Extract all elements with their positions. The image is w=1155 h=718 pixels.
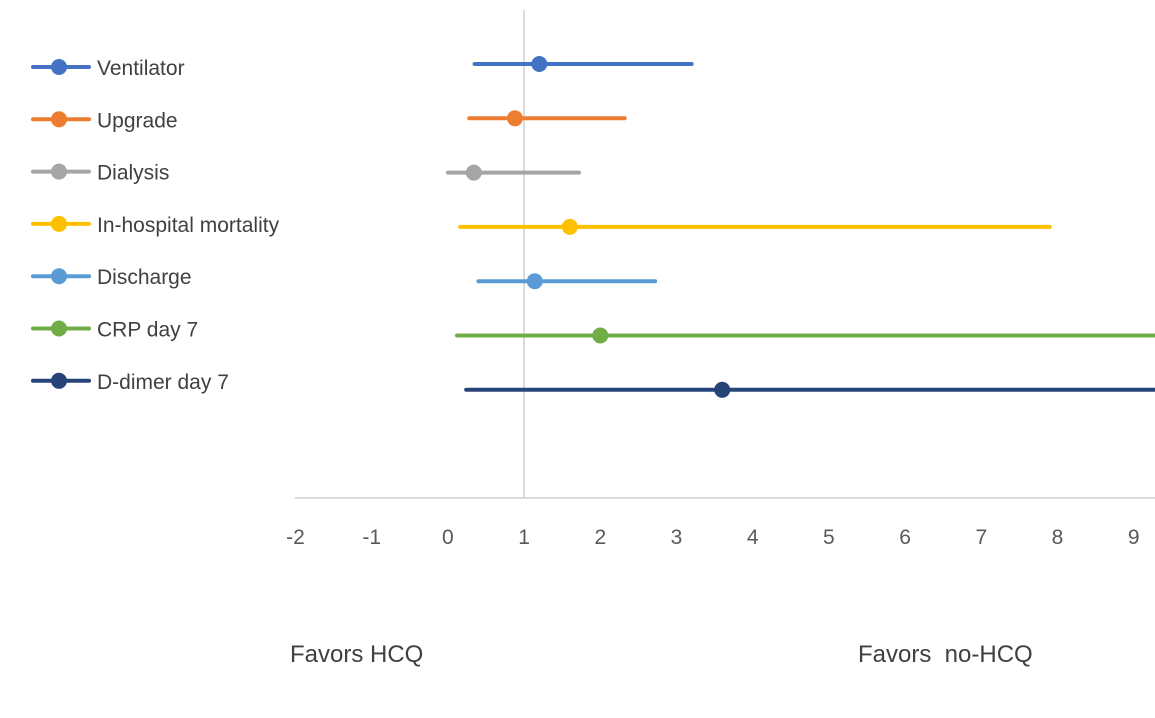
legend-item: Ventilator (31, 57, 185, 80)
series-d-dimer-day-7 (464, 381, 1155, 398)
legend-dot-marker (51, 372, 67, 389)
legend-label: CRP day 7 (97, 319, 198, 342)
legend-item: In-hospital mortality (31, 214, 280, 237)
legend-label: Discharge (97, 266, 192, 289)
x-tick-label: 5 (823, 526, 835, 549)
legend-item: Dialysis (31, 162, 169, 185)
legend-label: D-dimer day 7 (97, 371, 229, 394)
point-estimate (465, 164, 482, 181)
x-axis: -2 -1 0 1 2 3 4 5 6 7 8 9 (286, 497, 1155, 549)
x-tick-label: 7 (975, 526, 987, 549)
x-tick-label: -1 (362, 526, 381, 549)
point-estimate (561, 218, 578, 235)
legend-label: In-hospital mortality (97, 214, 280, 237)
series-in-hospital-mortality (458, 218, 1052, 235)
series-discharge (476, 273, 658, 290)
legend: Ventilator Upgrade Dialysis In-hospital mor… (31, 57, 280, 394)
x-tick-label: 3 (671, 526, 683, 549)
x-tick-label: 0 (442, 526, 454, 549)
legend-label: Dialysis (97, 162, 169, 185)
x-tick-label: 8 (1052, 526, 1064, 549)
legend-item: Upgrade (31, 109, 178, 132)
point-estimate (531, 56, 548, 72)
legend-label: Upgrade (97, 109, 178, 132)
x-tick-label: 6 (899, 526, 911, 549)
legend-dot-marker (51, 215, 67, 232)
annotation-favors-no-hcq: Favors no-HCQ (858, 641, 1033, 668)
legend-item: Discharge (31, 266, 192, 289)
x-tick-label: 9 (1128, 526, 1140, 549)
legend-dot-marker (51, 59, 67, 75)
series-layer (445, 56, 1155, 398)
legend-item: CRP day 7 (31, 319, 198, 342)
legend-dot-marker (51, 320, 67, 337)
point-estimate (714, 381, 731, 398)
x-tick-label: 2 (594, 526, 606, 549)
series-crp-day-7 (455, 327, 1155, 344)
x-tick-label: -2 (286, 526, 305, 549)
legend-dot-marker (51, 111, 67, 128)
point-estimate (506, 110, 523, 127)
point-estimate (592, 327, 609, 344)
legend-label: Ventilator (97, 57, 185, 80)
series-upgrade (467, 110, 627, 127)
legend-item: D-dimer day 7 (31, 371, 229, 394)
point-estimate (526, 273, 543, 290)
series-ventilator (472, 56, 694, 72)
legend-dot-marker (51, 163, 67, 180)
series-dialysis (445, 164, 581, 181)
legend-dot-marker (51, 268, 67, 285)
annotation-favors-hcq: Favors HCQ (290, 641, 423, 668)
x-tick-label: 4 (747, 526, 759, 549)
x-tick-label: 1 (518, 526, 530, 549)
